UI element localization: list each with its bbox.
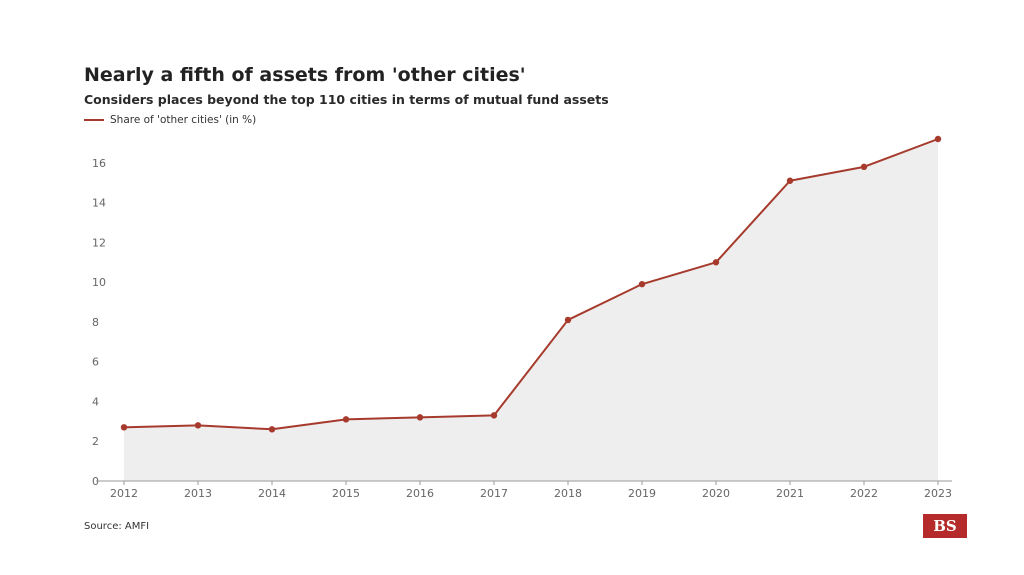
y-tick-label: 16 (92, 157, 106, 170)
x-tick-label: 2017 (480, 487, 508, 500)
area-fill (124, 139, 938, 481)
legend-label: Share of 'other cities' (in %) (110, 114, 257, 126)
y-tick-label: 14 (92, 197, 106, 210)
data-point (786, 177, 794, 184)
data-point (934, 135, 942, 143)
data-point (194, 422, 202, 429)
chart-title: Nearly a fifth of assets from 'other cit… (84, 64, 526, 86)
x-tick-label: 2020 (702, 487, 730, 500)
legend: Share of 'other cities' (in %) (84, 114, 256, 126)
x-tick-label: 2022 (850, 487, 878, 500)
data-point (638, 280, 646, 288)
data-point (342, 416, 350, 423)
bs-logo: BS (923, 514, 967, 538)
data-point (416, 414, 424, 421)
x-tick-label: 2021 (776, 487, 804, 500)
x-tick-label: 2019 (628, 487, 656, 500)
data-point (120, 424, 128, 431)
y-tick-label: 2 (92, 435, 99, 448)
series-line (123, 138, 939, 431)
y-tick-label: 8 (92, 316, 99, 329)
y-tick-label: 4 (92, 395, 99, 408)
y-tick-label: 12 (92, 236, 106, 249)
x-tick-label: 2014 (258, 487, 286, 500)
x-tick-label: 2018 (554, 487, 582, 500)
x-tick-label: 2012 (110, 487, 138, 500)
x-tick-label: 2016 (406, 487, 434, 500)
data-point (564, 316, 572, 324)
legend-swatch (84, 119, 104, 121)
chart-subtitle: Considers places beyond the top 110 citi… (84, 92, 609, 107)
source-note: Source: AMFI (84, 521, 150, 532)
y-tick-label: 10 (92, 276, 106, 289)
y-tick-label: 0 (92, 475, 99, 488)
y-tick-label: 6 (92, 356, 99, 369)
x-tick-label: 2013 (184, 487, 212, 500)
data-point (712, 259, 720, 266)
data-point (860, 163, 868, 171)
x-tick-label: 2023 (924, 487, 952, 500)
data-point (268, 426, 276, 433)
data-point (490, 412, 498, 419)
x-tick-label: 2015 (332, 487, 360, 500)
